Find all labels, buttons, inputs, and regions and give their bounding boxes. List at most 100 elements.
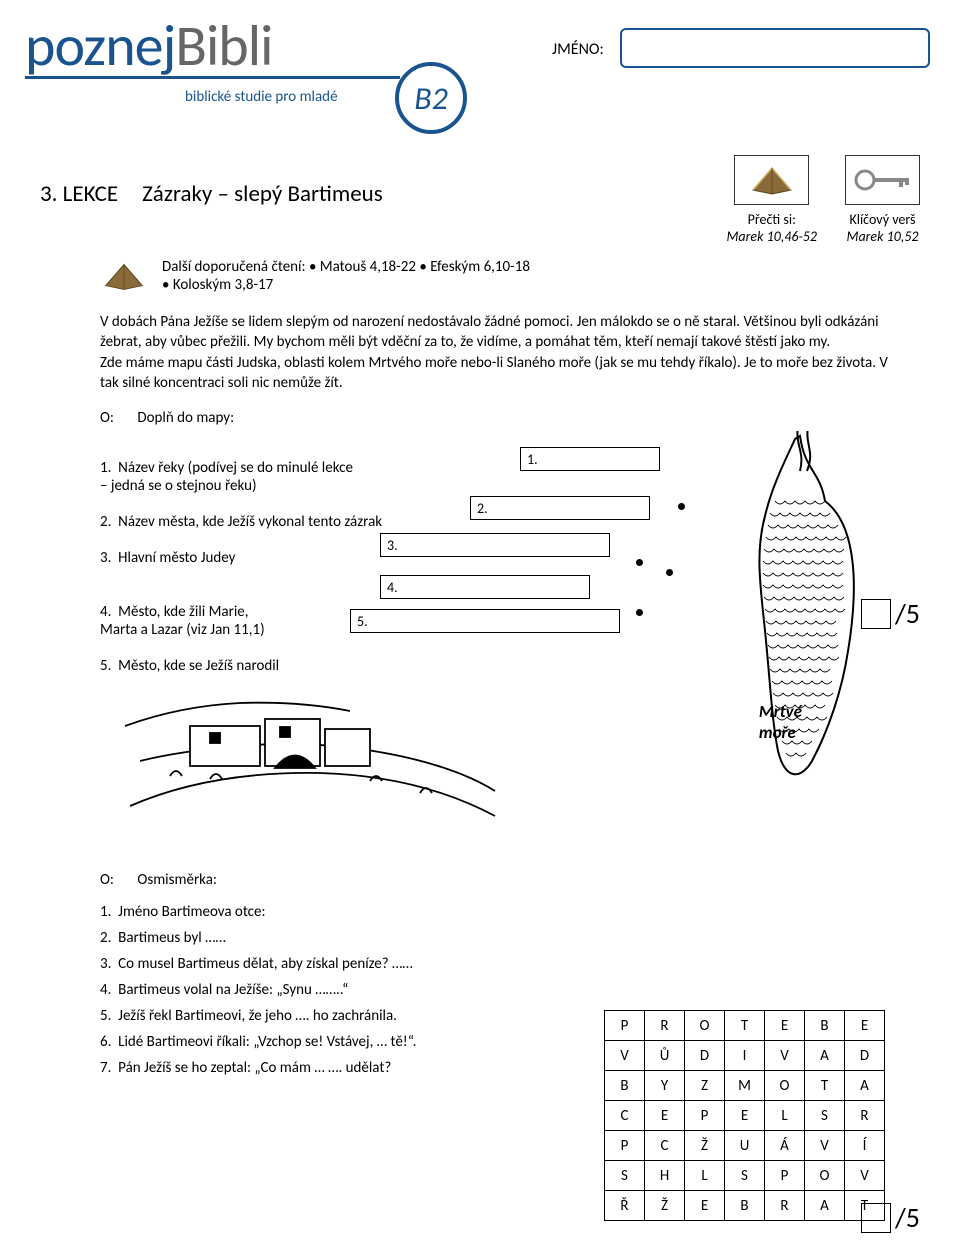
wordsearch-grid[interactable]: PROTEBEVŮDIVADBYZMOTACEPELSRPCŽUÁVÍSHLSP… xyxy=(604,1010,885,1221)
grid-cell[interactable]: V xyxy=(805,1131,845,1161)
task1-label: O: xyxy=(100,409,134,427)
ws-clue-3: 3. Co musel Bartimeus dělat, aby získal … xyxy=(100,955,920,973)
map-dot xyxy=(666,569,673,576)
bible-icon xyxy=(734,155,809,205)
grid-cell[interactable]: T xyxy=(805,1071,845,1101)
grid-cell[interactable]: E xyxy=(645,1101,685,1131)
grid-cell[interactable]: E xyxy=(725,1101,765,1131)
readings-label: Další doporučená čtení: xyxy=(162,258,306,276)
key-value: Marek 10,52 xyxy=(845,228,920,245)
read-value: Marek 10,46-52 xyxy=(726,228,817,245)
ws-clue-1: 1. Jméno Bartimeova otce: xyxy=(100,903,920,921)
map-dot xyxy=(636,609,643,616)
map-area: 1. Název řeky (podívej se do minulé lekc… xyxy=(40,441,920,831)
grid-cell[interactable]: V xyxy=(605,1041,645,1071)
grid-cell[interactable]: P xyxy=(605,1131,645,1161)
score-input[interactable] xyxy=(861,599,891,629)
grid-cell[interactable]: O xyxy=(685,1011,725,1041)
task1: O: Doplň do mapy: xyxy=(100,409,920,427)
score-denom: /5 xyxy=(895,596,920,631)
body-paragraph: V dobách Pána Ježíše se lidem slepým od … xyxy=(100,312,900,393)
grid-cell[interactable]: Á xyxy=(765,1131,805,1161)
grid-cell[interactable]: L xyxy=(765,1101,805,1131)
answer-box-5[interactable]: 5. xyxy=(350,609,620,633)
logo-underline xyxy=(25,76,400,79)
grid-cell[interactable]: H xyxy=(645,1161,685,1191)
readings-text: Další doporučená čtení: • Matouš 4,18-22… xyxy=(162,258,530,294)
grid-cell[interactable]: B xyxy=(805,1011,845,1041)
grid-cell[interactable]: B xyxy=(605,1071,645,1101)
grid-cell[interactable]: V xyxy=(765,1041,805,1071)
grid-cell[interactable]: L xyxy=(685,1161,725,1191)
bible-small-icon xyxy=(100,258,148,294)
grid-cell[interactable]: I xyxy=(725,1041,765,1071)
grid-cell[interactable]: B xyxy=(725,1191,765,1221)
lesson-title: Zázraky – slepý Bartimeus xyxy=(142,180,383,208)
grid-cell[interactable]: D xyxy=(685,1041,725,1071)
key-icon xyxy=(845,155,920,205)
map-dot xyxy=(636,559,643,566)
grid-cell[interactable]: Í xyxy=(845,1131,885,1161)
grid-cell[interactable]: R xyxy=(645,1011,685,1041)
grid-cell[interactable]: R xyxy=(845,1101,885,1131)
map-items-list: 1. Název řeky (podívej se do minulé lekc… xyxy=(100,441,660,693)
logo: poznejBibli xyxy=(25,10,272,81)
grid-cell[interactable]: Ž xyxy=(685,1131,725,1161)
grid-cell[interactable]: U xyxy=(725,1131,765,1161)
score-box-1: /5 xyxy=(861,596,920,631)
key-label: Klíčový verš xyxy=(845,211,920,228)
task2: O: Osmisměrka: xyxy=(100,871,920,889)
grid-cell[interactable]: E xyxy=(685,1191,725,1221)
answer-box-2[interactable]: 2. xyxy=(470,496,650,520)
level-badge: B2 xyxy=(395,62,467,134)
score-input[interactable] xyxy=(861,1203,891,1233)
grid-cell[interactable]: A xyxy=(805,1041,845,1071)
grid-cell[interactable]: S xyxy=(805,1101,845,1131)
read-reference: Přečti si: Marek 10,46-52 xyxy=(726,155,817,245)
answer-box-3[interactable]: 3. xyxy=(380,533,610,557)
grid-cell[interactable]: E xyxy=(845,1011,885,1041)
task2-text: Osmisměrka: xyxy=(137,871,217,889)
further-readings: Další doporučená čtení: • Matouš 4,18-22… xyxy=(100,258,920,294)
grid-cell[interactable]: S xyxy=(725,1161,765,1191)
grid-cell[interactable]: T xyxy=(725,1011,765,1041)
grid-cell[interactable]: R xyxy=(765,1191,805,1221)
logo-part1: poznej xyxy=(25,10,175,81)
ws-clue-2: 2. Bartimeus byl …… xyxy=(100,929,920,947)
answer-box-4[interactable]: 4. xyxy=(380,575,590,599)
grid-cell[interactable]: Ř xyxy=(605,1191,645,1221)
task2-label: O: xyxy=(100,871,134,889)
grid-cell[interactable]: A xyxy=(805,1191,845,1221)
grid-cell[interactable]: A xyxy=(845,1071,885,1101)
grid-cell[interactable]: M xyxy=(725,1071,765,1101)
grid-cell[interactable]: E xyxy=(765,1011,805,1041)
grid-cell[interactable]: O xyxy=(765,1071,805,1101)
grid-cell[interactable]: P xyxy=(685,1101,725,1131)
lesson-number: 3. LEKCE xyxy=(40,180,118,208)
grid-cell[interactable]: Ů xyxy=(645,1041,685,1071)
score-box-2: /5 xyxy=(861,1200,920,1235)
grid-cell[interactable]: S xyxy=(605,1161,645,1191)
grid-cell[interactable]: Y xyxy=(645,1071,685,1101)
logo-part2: Bibli xyxy=(175,10,272,81)
key-reference: Klíčový verš Marek 10,52 xyxy=(845,155,920,245)
grid-cell[interactable]: V xyxy=(845,1161,885,1191)
name-label: JMÉNO: xyxy=(552,40,604,59)
logo-subtitle: biblické studie pro mladé xyxy=(185,88,338,106)
village-drawing xyxy=(120,671,500,821)
grid-cell[interactable]: D xyxy=(845,1041,885,1071)
grid-cell[interactable]: P xyxy=(765,1161,805,1191)
grid-cell[interactable]: C xyxy=(605,1101,645,1131)
page-header: poznejBibli biblické studie pro mladé B2… xyxy=(40,20,920,150)
score-denom: /5 xyxy=(895,1200,920,1235)
grid-cell[interactable]: O xyxy=(805,1161,845,1191)
answer-box-1[interactable]: 1. xyxy=(520,447,660,471)
name-input-box[interactable] xyxy=(620,28,930,68)
read-label: Přečti si: xyxy=(726,211,817,228)
grid-cell[interactable]: Z xyxy=(685,1071,725,1101)
grid-cell[interactable]: Ž xyxy=(645,1191,685,1221)
grid-cell[interactable]: C xyxy=(645,1131,685,1161)
task1-text: Doplň do mapy: xyxy=(137,409,234,427)
dead-sea-label: Mrtvé moře xyxy=(759,701,802,743)
grid-cell[interactable]: P xyxy=(605,1011,645,1041)
